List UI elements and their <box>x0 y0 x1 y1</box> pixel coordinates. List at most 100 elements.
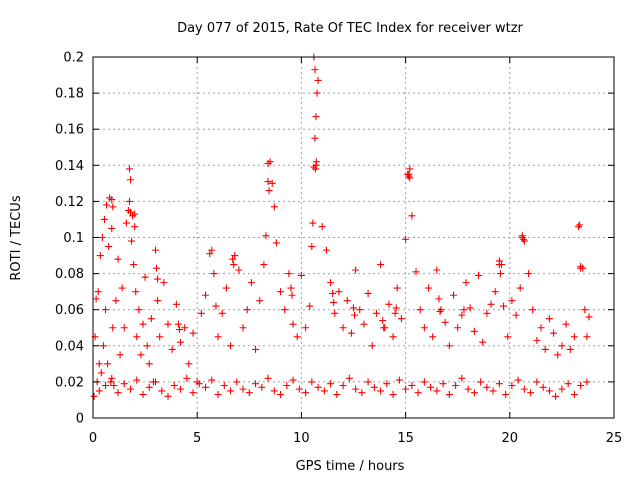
data-point <box>230 261 238 269</box>
data-point <box>133 376 141 384</box>
data-point <box>154 275 162 283</box>
data-point <box>312 113 320 121</box>
data-point <box>408 382 416 390</box>
data-point <box>380 324 388 332</box>
data-point <box>210 270 218 278</box>
data-point <box>120 324 128 332</box>
data-point <box>116 351 124 359</box>
data-point <box>214 333 222 341</box>
data-point <box>109 324 117 332</box>
data-point <box>427 383 435 391</box>
data-point <box>583 333 591 341</box>
data-point <box>218 309 226 317</box>
data-point <box>189 329 197 337</box>
data-point <box>156 333 164 341</box>
data-point <box>533 336 541 344</box>
data-point <box>265 187 273 195</box>
data-point <box>397 315 405 323</box>
data-point <box>154 297 162 305</box>
x-tick-label: 5 <box>193 431 201 446</box>
data-point <box>295 385 303 393</box>
data-point <box>127 176 135 184</box>
data-point <box>109 203 117 211</box>
data-point <box>245 389 253 397</box>
data-point <box>262 232 270 240</box>
data-point <box>452 382 460 390</box>
data-point <box>458 311 466 319</box>
data-point <box>311 134 319 142</box>
data-point <box>114 255 122 263</box>
data-point <box>312 165 320 173</box>
data-point <box>277 288 285 296</box>
data-point <box>108 196 116 204</box>
data-point <box>487 300 495 308</box>
data-point <box>545 387 553 395</box>
data-point <box>533 378 541 386</box>
data-point <box>285 270 293 278</box>
data-point <box>570 333 578 341</box>
data-point <box>107 378 115 386</box>
data-point <box>483 383 491 391</box>
data-point <box>95 387 103 395</box>
data-point <box>208 376 216 384</box>
data-point <box>102 306 110 314</box>
data-point <box>102 382 110 390</box>
data-point <box>389 333 397 341</box>
data-point <box>541 345 549 353</box>
data-point <box>377 261 385 269</box>
data-point <box>372 309 380 317</box>
data-point <box>566 345 574 353</box>
data-point <box>94 288 102 296</box>
data-point <box>306 302 314 310</box>
data-point <box>314 76 322 84</box>
data-point <box>311 66 319 74</box>
data-point <box>313 89 321 97</box>
data-point <box>222 284 230 292</box>
data-point <box>429 333 437 341</box>
data-point <box>145 383 153 391</box>
data-point <box>320 387 328 395</box>
data-point <box>152 378 160 386</box>
data-point <box>583 378 591 386</box>
data-point <box>281 306 289 314</box>
data-point <box>227 342 235 350</box>
data-point <box>105 243 113 251</box>
data-point <box>416 306 424 314</box>
data-point <box>330 298 338 306</box>
data-point <box>108 224 116 232</box>
data-point <box>539 383 547 391</box>
data-point <box>477 378 485 386</box>
data-point <box>133 333 141 341</box>
data-point <box>329 289 337 297</box>
data-point <box>581 306 589 314</box>
data-point <box>110 382 118 390</box>
data-point <box>270 203 278 211</box>
data-point <box>450 291 458 299</box>
data-point <box>351 311 359 319</box>
data-point <box>445 391 453 399</box>
data-point <box>364 289 372 297</box>
data-point <box>385 300 393 308</box>
data-point <box>406 165 414 173</box>
data-point <box>335 288 343 296</box>
data-point <box>495 261 503 269</box>
data-point <box>420 378 428 386</box>
data-point <box>233 378 241 386</box>
data-point <box>104 360 112 368</box>
data-point <box>508 382 516 390</box>
data-point <box>195 380 203 388</box>
data-point <box>308 378 316 386</box>
data-point <box>389 391 397 399</box>
data-point <box>414 389 422 397</box>
data-point <box>293 333 301 341</box>
data-point <box>558 385 566 393</box>
data-point <box>135 306 143 314</box>
data-point <box>516 284 524 292</box>
data-point <box>283 382 291 390</box>
data-point <box>130 261 138 269</box>
data-point <box>345 374 353 382</box>
data-point <box>577 264 585 272</box>
y-axis-label: ROTI / TECUs <box>9 195 24 280</box>
data-point <box>460 306 468 314</box>
